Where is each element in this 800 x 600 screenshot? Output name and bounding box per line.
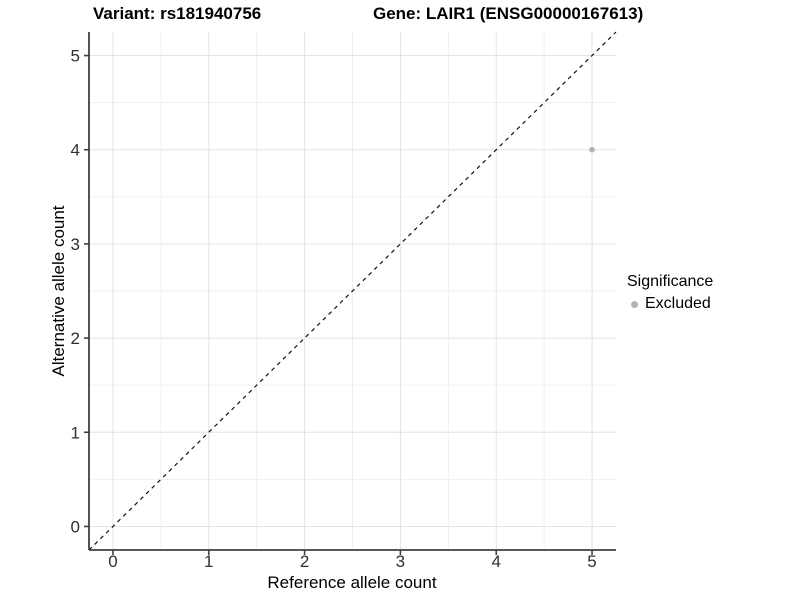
data-point (589, 146, 595, 153)
y-tick-label: 2 (71, 329, 80, 348)
y-tick-label: 1 (71, 423, 80, 442)
y-tick-label: 3 (71, 235, 80, 254)
x-tick-label: 3 (396, 552, 405, 571)
y-tick-label: 5 (71, 47, 80, 66)
x-tick-label: 5 (587, 552, 596, 571)
legend-item-label: Excluded (645, 295, 711, 312)
legend-title: Significance (627, 273, 714, 290)
variant-title: Variant: rs181940756 (93, 4, 262, 23)
x-axis-label: Reference allele count (267, 573, 436, 592)
gene-title: Gene: LAIR1 (ENSG00000167613) (373, 4, 644, 23)
x-tick-label: 4 (491, 552, 500, 571)
excluded-point-icon (631, 300, 638, 308)
legend: Significance Excluded (627, 272, 713, 313)
chart-layer: 0 1 2 3 4 5 0 1 2 3 4 5 (71, 31, 617, 571)
x-tick-label: 0 (108, 552, 117, 571)
y-tick-label: 4 (71, 141, 80, 160)
x-tick-label: 2 (300, 552, 309, 571)
legend-item-excluded: Excluded (627, 295, 713, 313)
identity-dashed-line (88, 31, 617, 551)
y-tick-label: 0 (71, 517, 80, 536)
y-axis-label: Alternative allele count (49, 205, 68, 376)
x-tick-label: 1 (204, 552, 213, 571)
